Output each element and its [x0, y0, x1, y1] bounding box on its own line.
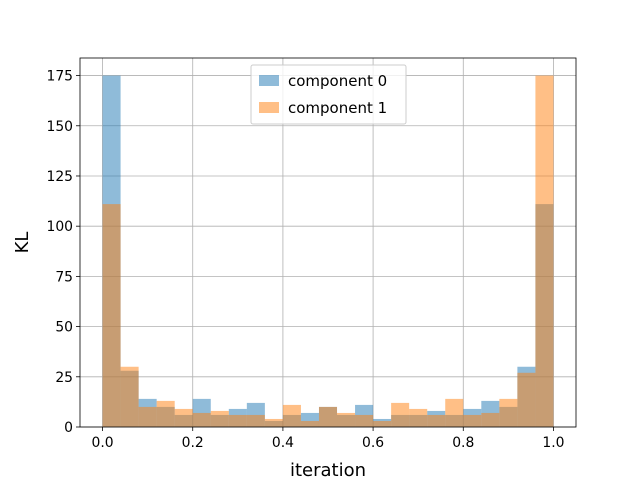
- legend-swatch-component-0: [259, 75, 279, 86]
- x-tick-label: 0.8: [452, 435, 474, 451]
- bar-component-1: [391, 402, 410, 427]
- legend-label-component-1: component 1: [288, 99, 387, 117]
- y-tick-label: 125: [46, 169, 73, 185]
- bar-component-1: [300, 420, 319, 427]
- legend-box: [250, 64, 407, 125]
- bar-component-1: [264, 418, 283, 427]
- y-tick-label: 100: [46, 219, 73, 235]
- bar-component-1: [535, 75, 554, 428]
- bar-component-1: [318, 406, 338, 427]
- x-tick-label: 1.0: [542, 435, 564, 451]
- bar-component-1: [463, 414, 482, 427]
- bar-component-1: [282, 404, 301, 427]
- y-tick-label: 75: [55, 269, 73, 285]
- bar-component-1: [373, 420, 392, 427]
- y-tick-label: 0: [64, 420, 73, 436]
- bar-component-1: [355, 414, 374, 427]
- ticks: 0.0 0.2 0.4 0.6 0.8 1.0 0 25 50 75 100 125 150 175: [46, 69, 564, 451]
- bar-component-1: [156, 400, 175, 427]
- x-axis-label: iteration: [290, 460, 366, 480]
- bar-component-1: [174, 408, 193, 427]
- bar-component-1: [246, 414, 265, 427]
- x-tick-label: 0.2: [182, 435, 204, 451]
- bar-component-1: [102, 204, 121, 427]
- bar-component-1: [427, 414, 446, 427]
- plot-frame: [79, 57, 577, 428]
- bar-component-1: [445, 398, 464, 427]
- bar-component-1: [499, 398, 518, 427]
- y-axis-label: KL: [12, 232, 33, 254]
- y-tick-label: 150: [46, 119, 73, 135]
- bar-component-1: [517, 372, 536, 427]
- legend: component 0 component 1: [250, 64, 407, 125]
- legend-label-component-0: component 0: [288, 72, 387, 90]
- x-tick-label: 0.6: [362, 435, 384, 451]
- bar-component-1: [120, 366, 139, 427]
- bar-component-1: [481, 412, 500, 427]
- y-tick-label: 25: [55, 370, 73, 386]
- bar-component-1: [337, 412, 356, 427]
- y-tick-label: 50: [55, 320, 73, 336]
- bar-component-1: [192, 412, 211, 427]
- legend-swatch-component-1: [259, 102, 279, 113]
- bars: [102, 75, 554, 428]
- bar-component-1: [210, 410, 229, 427]
- x-tick-label: 0.4: [272, 435, 294, 451]
- y-tick-label: 175: [46, 69, 73, 85]
- bar-component-1: [228, 414, 247, 427]
- bar-component-1: [409, 408, 428, 427]
- x-tick-label: 0.0: [91, 435, 113, 451]
- bar-component-1: [138, 406, 157, 427]
